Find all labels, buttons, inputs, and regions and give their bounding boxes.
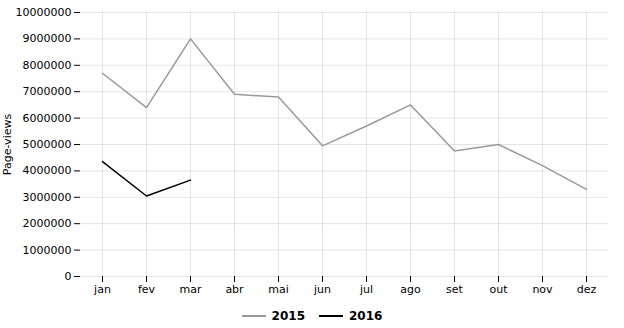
svg-text:dez: dez (577, 283, 597, 296)
svg-text:2000000: 2000000 (23, 217, 72, 230)
svg-text:jul: jul (359, 283, 373, 296)
svg-text:fev: fev (138, 283, 156, 296)
html-text:2016: 2016 (349, 309, 383, 323)
svg-text:jan: jan (93, 283, 111, 296)
svg-text:nov: nov (532, 283, 553, 296)
html-text:2015: 2015 (271, 309, 305, 323)
svg-text:mai: mai (268, 283, 289, 296)
svg-text:9000000: 9000000 (23, 32, 72, 45)
svg-text:1000000: 1000000 (23, 244, 72, 257)
svg-text:abr: abr (225, 283, 244, 296)
svg-text:6000000: 6000000 (23, 112, 72, 125)
svg-text:8000000: 8000000 (23, 59, 72, 72)
svg-text:mar: mar (180, 283, 202, 296)
svg-text:Page-views: Page-views (1, 114, 14, 176)
svg-text:5000000: 5000000 (23, 138, 72, 151)
svg-text:3000000: 3000000 (23, 191, 72, 204)
svg-text:0: 0 (65, 270, 72, 283)
svg-text:out: out (489, 283, 508, 296)
svg-text:jun: jun (313, 283, 331, 296)
svg-text:set: set (446, 283, 463, 296)
svg-text:10000000: 10000000 (16, 6, 72, 19)
svg-text:4000000: 4000000 (23, 164, 72, 177)
svg-text:7000000: 7000000 (23, 85, 72, 98)
svg-text:ago: ago (400, 283, 421, 296)
